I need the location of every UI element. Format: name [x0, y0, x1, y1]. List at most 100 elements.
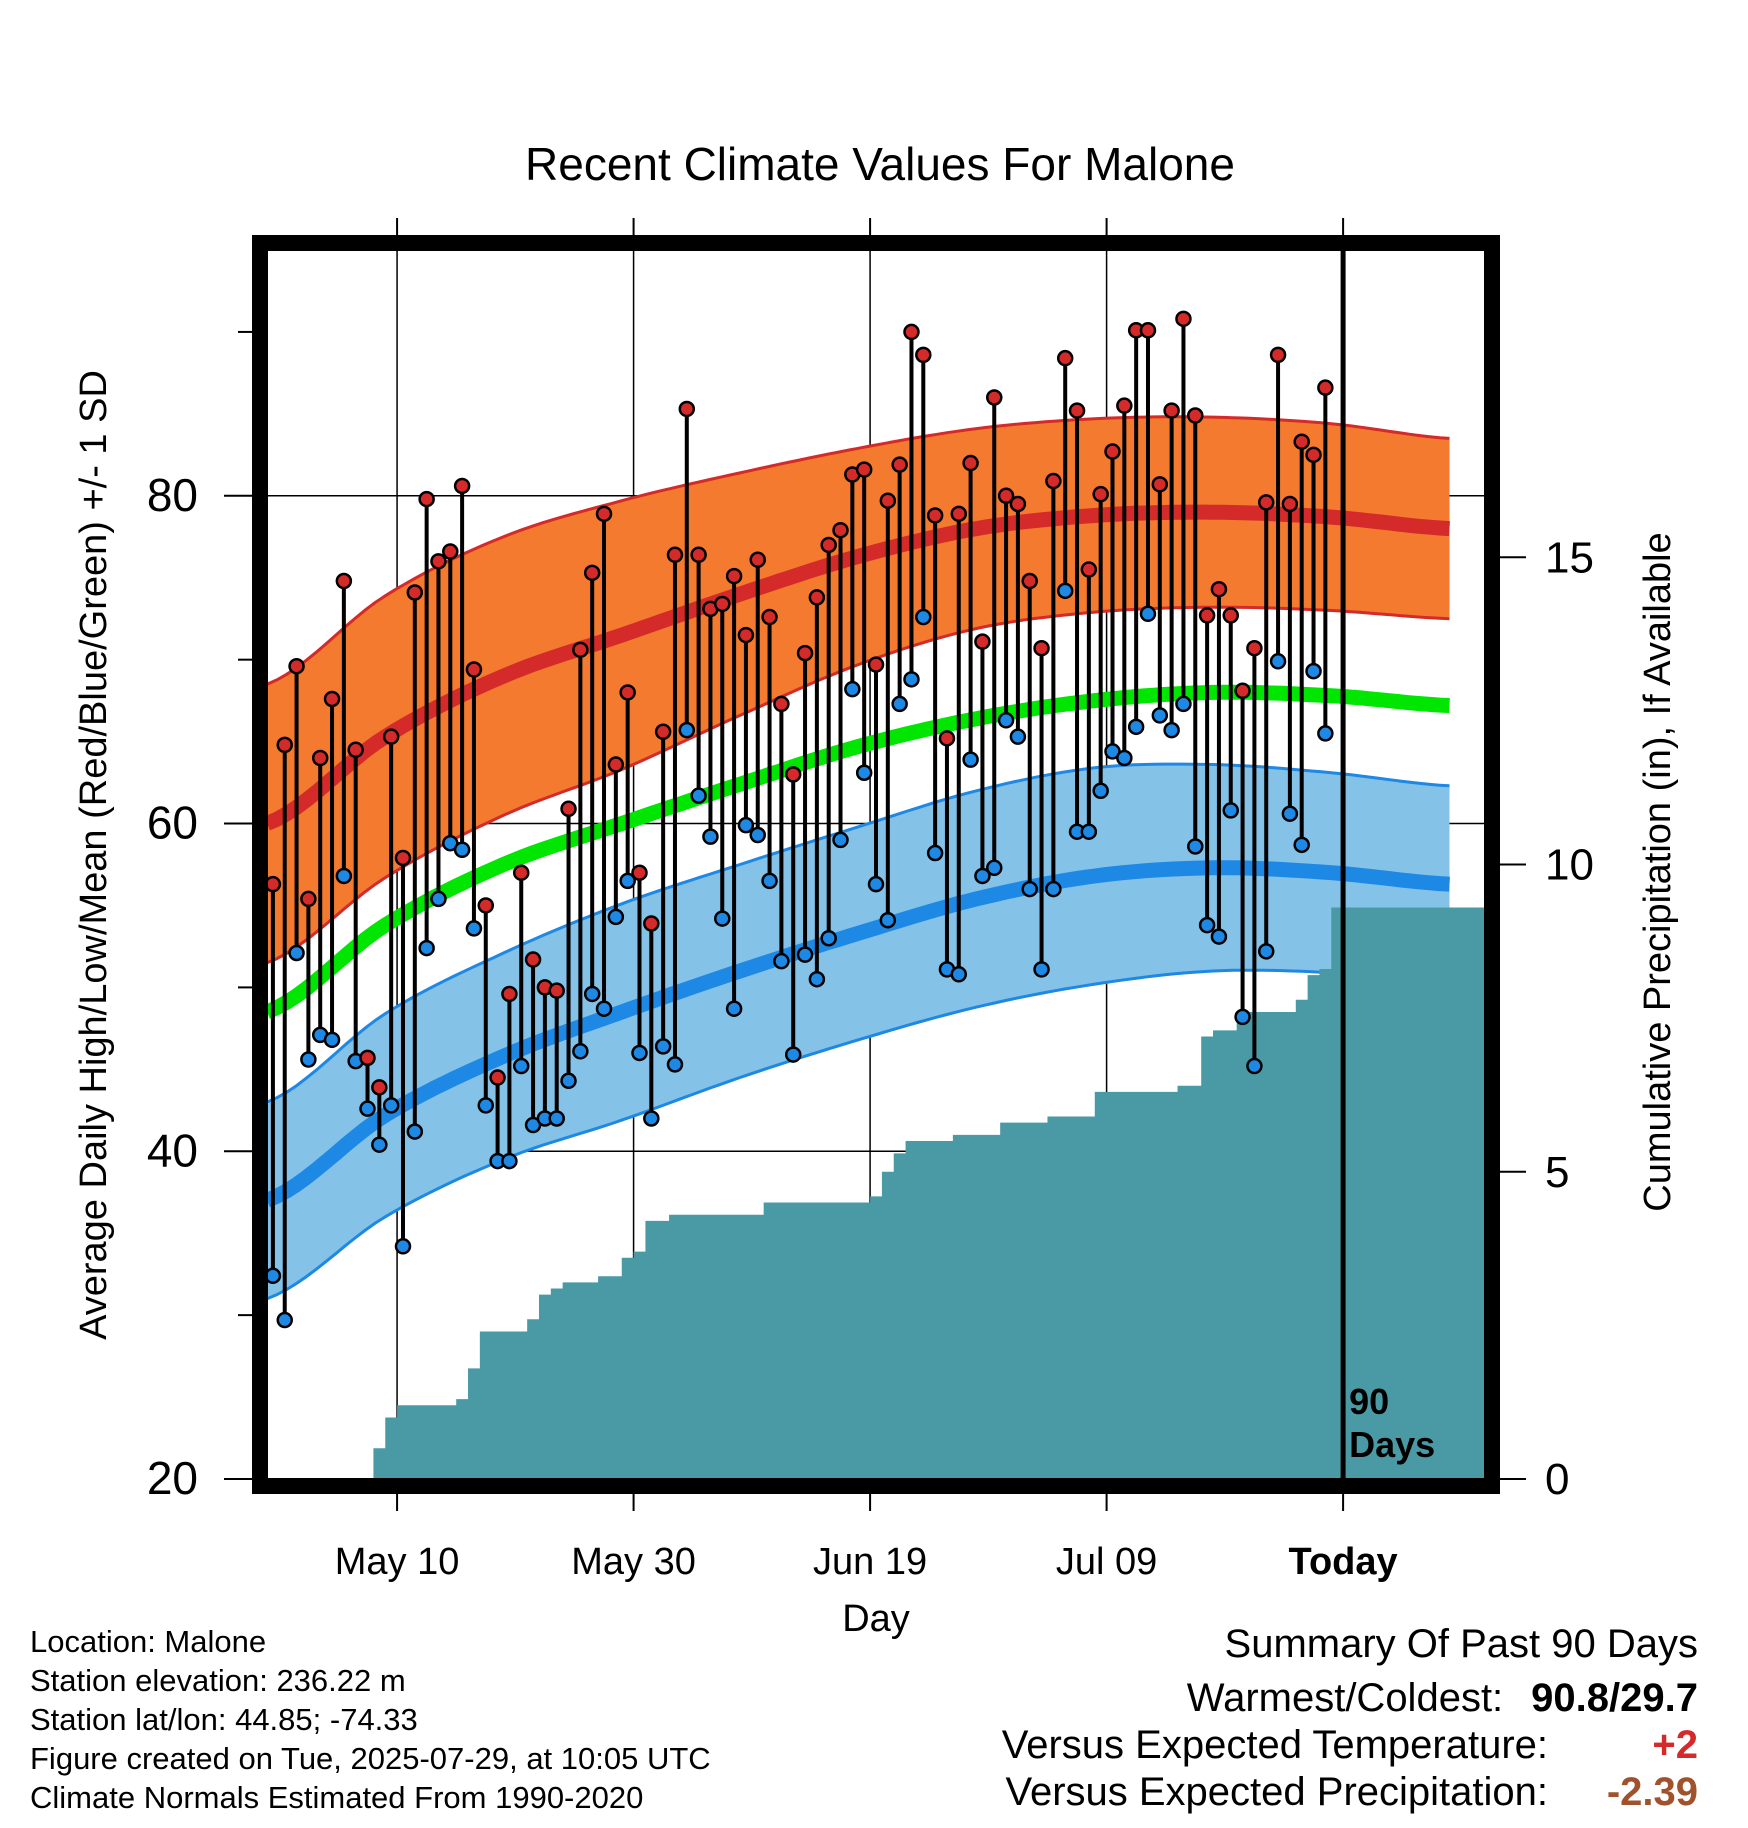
daily-high-point — [323, 690, 341, 708]
daily-high-point — [619, 684, 636, 701]
station-latlon: Station lat/lon: 44.85; -74.33 — [30, 1702, 418, 1737]
daily-low-point — [1198, 916, 1216, 934]
daily-low-point — [714, 910, 731, 927]
daily-low-point — [619, 872, 636, 890]
daily-high-point — [501, 985, 518, 1003]
daily-low-point — [1116, 749, 1133, 767]
daily-low-point — [406, 1123, 424, 1140]
daily-high-point — [678, 400, 696, 418]
daily-high-point — [276, 736, 293, 754]
daily-low-point — [796, 946, 814, 963]
summary-panel: Summary Of Past 90 Days Warmest/Coldest:… — [1002, 1618, 1698, 1815]
axes: 20 40 60 80 0 5 10 15 May 10 May 30 Jun 19 Jul 09 To… — [147, 218, 1594, 1583]
daily-low-point — [371, 1136, 388, 1153]
daily-low-point — [607, 908, 625, 926]
daily-low-point — [394, 1238, 412, 1255]
daily-high-point — [394, 849, 412, 867]
daily-high-point — [371, 1079, 388, 1096]
daily-high-point — [1092, 485, 1109, 503]
daily-high-point — [430, 553, 447, 570]
station-elevation: Station elevation: 236.22 m — [30, 1663, 406, 1698]
climate-normals-note: Climate Normals Estimated From 1990-2020 — [30, 1780, 644, 1815]
daily-low-point — [761, 872, 778, 890]
daily-high-point — [477, 897, 495, 914]
daily-high-point — [524, 951, 542, 968]
daily-high-point — [347, 741, 364, 759]
daily-high-point — [1045, 472, 1062, 490]
daily-high-point — [418, 490, 435, 508]
daily-low-point — [749, 826, 766, 844]
y-tick-label: 80 — [147, 469, 198, 521]
daily-high-point — [666, 546, 684, 564]
daily-high-point — [997, 487, 1015, 505]
daily-high-point — [1187, 407, 1204, 424]
daily-high-point — [725, 567, 743, 585]
daily-high-point — [406, 584, 424, 601]
daily-high-point — [903, 323, 920, 341]
daily-low-point — [560, 1072, 577, 1090]
normal-mean-line — [267, 684, 1450, 1019]
daily-low-point — [548, 1110, 565, 1127]
daily-high-point — [714, 595, 731, 613]
daily-high-point — [1281, 495, 1299, 513]
daily-low-point — [702, 828, 719, 845]
daily-high-point — [300, 890, 317, 908]
daily-low-point — [323, 1031, 341, 1049]
daily-high-point — [335, 572, 353, 590]
daily-high-point — [643, 915, 660, 932]
daily-low-point — [583, 985, 601, 1003]
y2-tick-label: 10 — [1545, 841, 1594, 890]
daily-low-point — [1092, 782, 1109, 800]
daily-low-point — [891, 695, 908, 713]
daily-high-point — [1210, 580, 1228, 598]
vs-expected-temp-value: +2 — [1652, 1723, 1698, 1767]
daily-high-point — [1234, 682, 1251, 700]
daily-high-point — [631, 864, 648, 881]
daily-high-point — [288, 657, 305, 675]
daily-high-point — [690, 546, 707, 564]
daily-high-point — [359, 1049, 376, 1067]
daily-high-point — [879, 492, 897, 509]
y2-tick-label: 5 — [1545, 1148, 1569, 1197]
daily-low-point — [855, 764, 873, 781]
daily-high-point — [583, 564, 601, 582]
daily-high-point — [761, 608, 778, 626]
vs-expected-precip-value: -2.39 — [1606, 1770, 1698, 1814]
daily-high-point — [453, 477, 471, 495]
precipitation-layer — [267, 907, 1485, 1479]
daily-low-point — [867, 875, 885, 893]
today-days-number: 90 — [1349, 1381, 1389, 1422]
daily-low-point — [1246, 1057, 1263, 1075]
daily-low-point — [1269, 653, 1287, 670]
daily-low-point — [1139, 605, 1157, 623]
summary-precip-row: Versus Expected Precipitation: -2.39 — [1002, 1770, 1698, 1815]
daily-low-point — [1257, 943, 1275, 960]
x-tick-label: May 30 — [571, 1541, 696, 1583]
daily-high-point — [1080, 561, 1098, 578]
daily-high-point — [1198, 607, 1216, 624]
daily-low-point — [1305, 662, 1322, 680]
x-tick-label: Today — [1289, 1541, 1398, 1583]
daily-low-point — [1033, 961, 1050, 978]
daily-low-point — [264, 1267, 282, 1285]
daily-low-point — [501, 1152, 518, 1170]
daily-high-point — [607, 756, 625, 773]
daily-low-point — [643, 1110, 660, 1127]
daily-high-point — [1293, 433, 1310, 450]
daily-high-point — [1009, 495, 1027, 513]
daily-high-point — [796, 644, 814, 662]
low-band-upper-edge — [267, 762, 1450, 1104]
station-info: Location: Malone Station elevation: 236.… — [30, 1622, 711, 1817]
daily-high-point — [311, 749, 329, 767]
daily-high-point — [962, 454, 979, 472]
x-tick-label: May 10 — [335, 1541, 460, 1583]
daily-high-point — [832, 521, 849, 539]
daily-high-point — [442, 543, 459, 560]
daily-low-point — [465, 920, 483, 937]
daily-high-point — [1222, 607, 1240, 624]
daily-low-point — [832, 831, 849, 849]
daily-high-point — [974, 633, 991, 650]
y-tick-label: 40 — [147, 1124, 198, 1176]
